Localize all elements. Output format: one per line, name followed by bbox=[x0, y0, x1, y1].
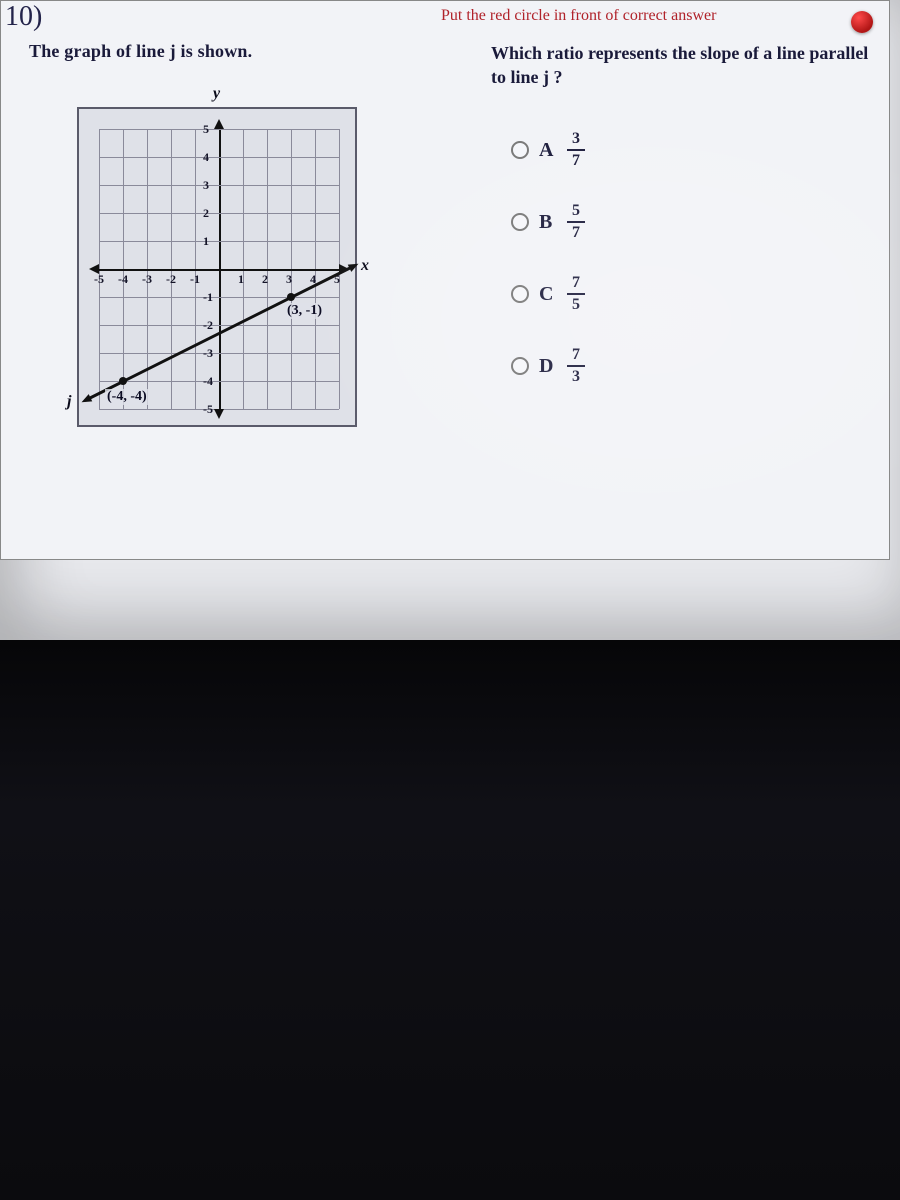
choice-c[interactable]: C 7 5 bbox=[511, 275, 585, 313]
question-number: 10) bbox=[5, 1, 42, 33]
radio-b[interactable] bbox=[511, 213, 529, 231]
line-j-label: j bbox=[67, 393, 71, 411]
y-axis-label: y bbox=[213, 85, 220, 103]
graph-grid: -5-4-3-2-112345-5-4-3-2-112345(-4, -4)(3… bbox=[99, 129, 339, 409]
graph: -5-4-3-2-112345-5-4-3-2-112345(-4, -4)(3… bbox=[77, 107, 357, 427]
fraction-d: 7 3 bbox=[567, 347, 585, 385]
fraction-c: 7 5 bbox=[567, 275, 585, 313]
radio-c[interactable] bbox=[511, 285, 529, 303]
radio-a[interactable] bbox=[511, 141, 529, 159]
choice-b[interactable]: B 5 7 bbox=[511, 203, 585, 241]
worksheet-screen: 10) The graph of line j is shown. Put th… bbox=[0, 0, 900, 640]
fraction-a: 3 7 bbox=[567, 131, 585, 169]
question-panel: 10) The graph of line j is shown. Put th… bbox=[0, 0, 890, 560]
graph-frame: -5-4-3-2-112345-5-4-3-2-112345(-4, -4)(3… bbox=[77, 107, 357, 427]
desk-surface bbox=[0, 640, 900, 1200]
choice-letter: B bbox=[539, 211, 557, 234]
prompt-right: Which ratio represents the slope of a li… bbox=[491, 41, 881, 90]
prompt-left: The graph of line j is shown. bbox=[29, 41, 252, 62]
choice-letter: A bbox=[539, 139, 557, 162]
choice-d[interactable]: D 7 3 bbox=[511, 347, 585, 385]
choice-letter: D bbox=[539, 355, 557, 378]
answer-choices: A 3 7 B 5 7 C 7 bbox=[511, 131, 585, 385]
choice-letter: C bbox=[539, 283, 557, 306]
x-axis-label: x bbox=[361, 257, 369, 275]
choice-a[interactable]: A 3 7 bbox=[511, 131, 585, 169]
draggable-red-circle[interactable] bbox=[851, 11, 873, 33]
instruction-text: Put the red circle in front of correct a… bbox=[441, 7, 716, 25]
fraction-b: 5 7 bbox=[567, 203, 585, 241]
radio-d[interactable] bbox=[511, 357, 529, 375]
